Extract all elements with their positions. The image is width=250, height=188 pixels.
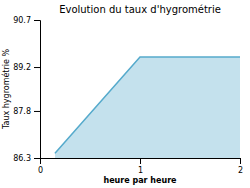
axis-line: [34, 21, 41, 159]
line: [55, 57, 240, 153]
marks: [55, 57, 240, 158]
tick: 86.3: [13, 154, 40, 163]
tick-label: 87.8: [13, 107, 31, 116]
tick-mark: [34, 111, 40, 112]
tick-mark: [34, 67, 40, 68]
area: [55, 57, 240, 158]
tick-label: 89.2: [13, 63, 31, 72]
tick-label: 90.7: [13, 16, 31, 25]
y-axis-title: Taux hygrométrie %: [1, 49, 11, 131]
tick: 87.8: [13, 107, 40, 116]
tick-label: 0: [38, 166, 43, 175]
tick: 1: [138, 158, 143, 175]
tick: 90.7: [13, 16, 40, 25]
tick-mark: [240, 158, 241, 164]
plot: 0 1 2 86.3 87.8 89.2 90.7: [13, 16, 243, 175]
tick-mark: [140, 158, 141, 164]
x-axis-title: heure par heure: [103, 176, 177, 185]
tick-label: 86.3: [13, 154, 31, 163]
tick-label: 1: [138, 166, 143, 175]
tick: 2: [238, 158, 243, 175]
tick-label: 2: [238, 166, 243, 175]
x-axis: 0 1 2: [38, 158, 243, 175]
tick: 0: [38, 158, 43, 175]
y-axis: 86.3 87.8 89.2 90.7: [13, 16, 40, 163]
chart: 0 1 2 86.3 87.8 89.2 90.7 Evolution du taux d'h…: [0, 0, 250, 188]
tick-mark: [34, 20, 40, 21]
title: Evolution du taux d'hygrométrie: [59, 4, 221, 15]
axis-line: [41, 159, 241, 165]
tick: 89.2: [13, 63, 40, 72]
tick-mark: [34, 158, 40, 159]
